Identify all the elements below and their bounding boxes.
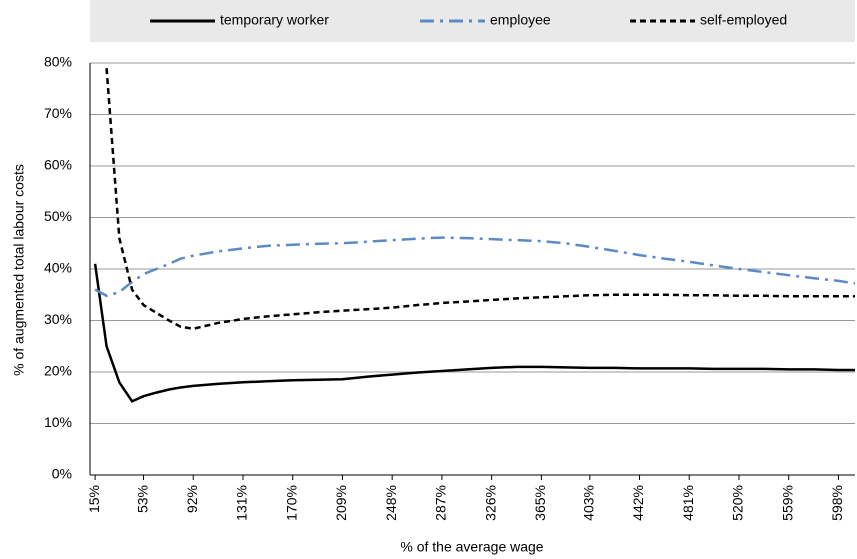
- series-line: [105, 68, 855, 331]
- x-tick-label: 403%: [581, 485, 597, 521]
- y-tick-label: 60%: [44, 157, 72, 173]
- y-tick-label: 20%: [44, 363, 72, 379]
- x-tick-label: 287%: [433, 485, 449, 521]
- legend-label: temporary worker: [220, 12, 329, 28]
- y-tick-label: 10%: [44, 414, 72, 430]
- y-axis-label: % of augmented total labour costs: [11, 164, 27, 376]
- y-tick-label: 40%: [44, 260, 72, 276]
- x-tick-label: 326%: [482, 485, 498, 521]
- x-axis-label: % of the average wage: [400, 539, 543, 555]
- x-tick-label: 209%: [333, 485, 349, 521]
- y-tick-label: 50%: [44, 208, 72, 224]
- x-tick-label: 248%: [383, 485, 399, 521]
- legend-label: self-employed: [700, 12, 787, 28]
- y-tick-label: 30%: [44, 311, 72, 327]
- series-line: [93, 263, 855, 403]
- x-tick-label: 53%: [134, 485, 150, 513]
- legend-label: employee: [490, 12, 551, 28]
- x-tick-label: 520%: [730, 485, 746, 521]
- x-tick-label: 559%: [779, 485, 795, 521]
- x-tick-label: 170%: [283, 485, 299, 521]
- legend-background: [90, 0, 855, 42]
- series-line: [94, 236, 856, 298]
- x-tick-label: 92%: [184, 485, 200, 513]
- x-tick-label: 365%: [532, 485, 548, 521]
- x-tick-label: 598%: [829, 485, 845, 521]
- y-tick-label: 0%: [52, 466, 72, 482]
- x-tick-label: 15%: [86, 485, 102, 513]
- x-tick-label: 131%: [234, 485, 250, 521]
- y-tick-label: 70%: [44, 105, 72, 121]
- x-tick-label: 481%: [680, 485, 696, 521]
- y-tick-label: 80%: [44, 54, 72, 70]
- x-tick-label: 442%: [630, 485, 646, 521]
